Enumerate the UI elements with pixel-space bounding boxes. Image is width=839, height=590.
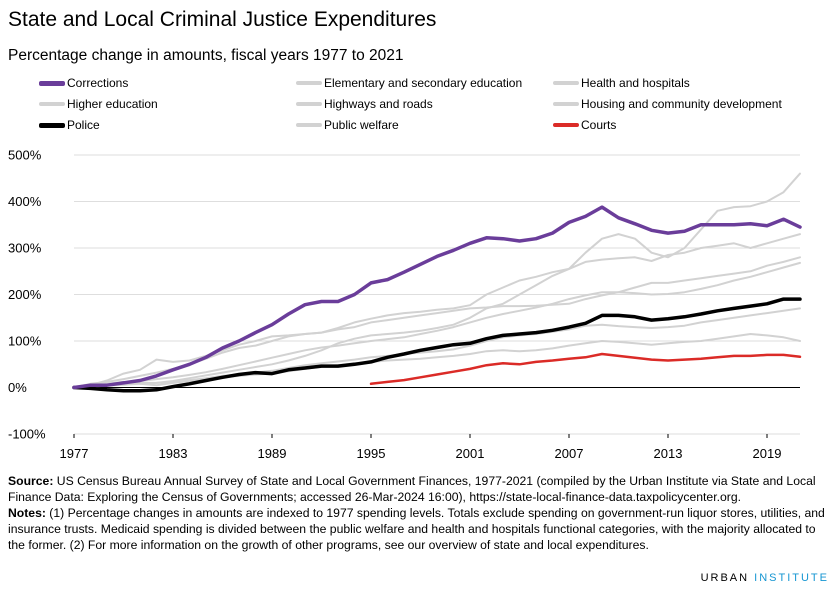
legend-swatch — [39, 80, 65, 86]
legend-item-courts: Courts — [553, 118, 616, 132]
x-tick-label: 2019 — [753, 446, 782, 461]
x-tick-label: 1995 — [357, 446, 386, 461]
notes: Notes: (1) Percentage changes in amounts… — [8, 506, 825, 552]
y-tick-label: 500% — [8, 148, 42, 163]
legend-item-health-hospitals: Health and hospitals — [553, 76, 690, 90]
legend-item-highways-roads: Highways and roads — [296, 97, 433, 111]
source-note: Source: US Census Bureau Annual Survey o… — [8, 474, 816, 504]
legend-label: Courts — [581, 118, 617, 132]
y-tick-label: 100% — [8, 334, 42, 349]
chart-footer: Source: US Census Bureau Annual Survey o… — [8, 473, 833, 553]
x-tick-label: 2007 — [555, 446, 584, 461]
series-line-corrections — [72, 205, 802, 390]
legend-item-elementary-education: Elementary and secondary education — [296, 76, 522, 90]
legend-label: Elementary and secondary education — [324, 76, 523, 90]
y-tick-label: 0% — [8, 380, 27, 395]
y-tick-label: 300% — [8, 241, 42, 256]
series-line-police — [72, 297, 802, 393]
legend-swatch — [296, 123, 322, 127]
legend-label: Health and hospitals — [581, 76, 690, 90]
series-line-housing-and-community-development — [73, 333, 801, 389]
legend-item-police: Police — [39, 118, 100, 132]
legend-swatch — [296, 81, 322, 85]
y-tick-label: -100% — [8, 427, 46, 442]
y-tick-label: 400% — [8, 194, 42, 209]
legend-item-housing-community: Housing and community development — [553, 97, 782, 111]
x-tick-label: 2001 — [456, 446, 485, 461]
legend-swatch — [553, 123, 579, 127]
legend-label: Police — [67, 118, 100, 132]
series-line-elementary-and-secondary-education — [73, 261, 801, 389]
legend-item-public-welfare: Public welfare — [296, 118, 399, 132]
chart-subtitle: Percentage change in amounts, fiscal yea… — [8, 47, 404, 64]
y-tick-label: 200% — [8, 287, 42, 302]
legend-label: Corrections — [67, 76, 129, 90]
x-tick-label: 1983 — [159, 446, 188, 461]
chart-title: State and Local Criminal Justice Expendi… — [8, 8, 437, 31]
legend-item-higher-education: Higher education — [39, 97, 158, 111]
legend-label: Housing and community development — [581, 97, 782, 111]
legend-label: Public welfare — [324, 118, 399, 132]
x-tick-label: 1977 — [60, 446, 89, 461]
legend-label: Highways and roads — [324, 97, 433, 111]
legend-swatch — [553, 81, 579, 85]
series-line-public-welfare — [73, 172, 801, 389]
series-line-health-and-hospitals — [73, 233, 801, 389]
series-line-courts — [369, 352, 802, 386]
legend-item-corrections: Corrections — [39, 76, 128, 90]
legend-swatch — [39, 102, 65, 106]
legend-label: Higher education — [67, 97, 158, 111]
line-chart: -100% 0% 100% 200% 300% 400% 500% 1977 1983 1989 1… — [8, 148, 802, 461]
x-tick-label: 2013 — [654, 446, 683, 461]
legend-swatch — [553, 102, 579, 106]
urban-institute-logo: URBAN INSTITUTE — [700, 572, 829, 584]
x-tick-label: 1989 — [258, 446, 287, 461]
legend-swatch — [39, 122, 65, 128]
chart-legend: Corrections Elementary and secondary edu… — [0, 74, 839, 138]
legend-swatch — [296, 102, 322, 106]
